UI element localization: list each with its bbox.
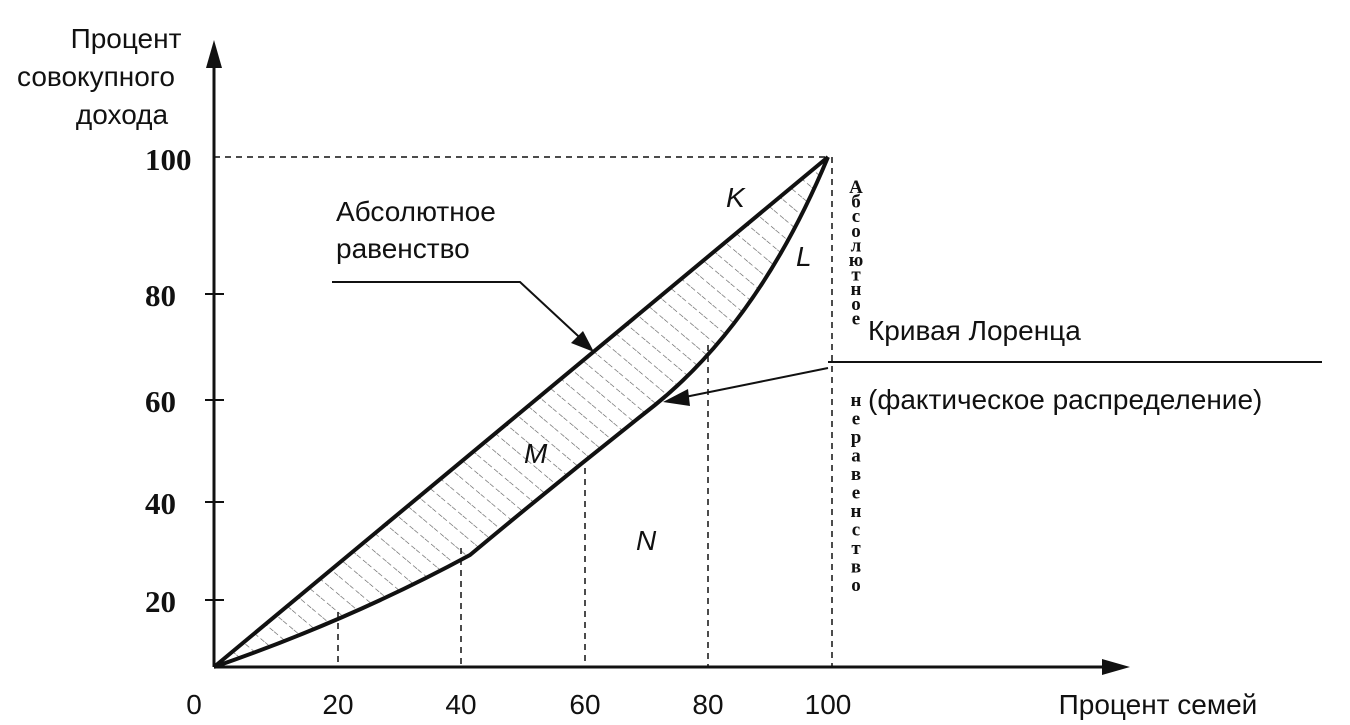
vertical-label-inequality-letter: н [851, 390, 862, 411]
vertical-label-absolute-letter: о [851, 294, 861, 315]
vertical-label-absolute-letter: А [849, 177, 863, 198]
vertical-label-absolute: Абсолютное [849, 177, 864, 329]
equality-label-line-2: равенство [336, 233, 470, 264]
x-axis-title: Процент семей [1059, 689, 1258, 720]
dashed-guides [214, 156, 833, 667]
vertical-label-inequality-letter: е [852, 483, 860, 504]
lorenz-pointer [684, 367, 829, 398]
vertical-label-inequality-letter: р [851, 427, 862, 448]
vertical-label-inequality-letter: т [851, 538, 861, 559]
x-axis-arrow [1102, 659, 1130, 675]
x-tick-label-100: 100 [805, 689, 852, 720]
point-label-l: L [796, 241, 812, 272]
lorenz-label-line-2: (фактическое распределение) [868, 384, 1262, 415]
lorenz-curve [213, 156, 830, 669]
vertical-label-absolute-letter: б [851, 192, 861, 213]
equality-pointer-arrow [571, 331, 594, 352]
equality-label-line-1: Абсолютное [336, 196, 496, 227]
equality-line [212, 155, 830, 669]
vertical-label-inequality-letter: е [852, 409, 860, 430]
y-tick-label-100: 100 [145, 142, 192, 177]
x-tick-label-20: 20 [322, 689, 353, 720]
vertical-label-absolute-letter: т [851, 265, 861, 286]
vertical-label-absolute-letter: л [851, 235, 862, 256]
lorenz-pointer-arrow [663, 389, 690, 406]
vertical-label-absolute-letter: е [852, 308, 860, 329]
vertical-label-absolute-letter: с [852, 206, 860, 227]
equality-pointer [332, 281, 591, 348]
y-tick-marks [205, 293, 224, 601]
point-label-m: M [524, 438, 548, 469]
y-tick-label-40: 40 [145, 486, 176, 521]
x-tick-label-80: 80 [692, 689, 723, 720]
point-label-k: K [726, 182, 746, 213]
point-label-n: N [636, 525, 657, 556]
y-axis-title-line-2: совокупного [17, 61, 175, 92]
y-tick-label-80: 80 [145, 278, 176, 313]
y-axis-title-line-3: дохода [76, 99, 169, 130]
vertical-label-inequality-letter: с [852, 520, 860, 541]
vertical-label-absolute-letter: н [851, 279, 862, 300]
vertical-label-absolute-letter: о [851, 221, 861, 242]
vertical-label-inequality-letter: в [851, 557, 861, 578]
y-tick-label-60: 60 [145, 384, 176, 419]
y-axis-title-line-1: Процент [71, 23, 182, 54]
lorenz-label-line-1: Кривая Лоренца [868, 315, 1081, 346]
x-tick-label-40: 40 [445, 689, 476, 720]
y-tick-label-20: 20 [145, 584, 176, 619]
vertical-label-absolute-letter: ю [849, 250, 864, 271]
x-tick-label-60: 60 [569, 689, 600, 720]
vertical-label-inequality-letter: а [851, 446, 861, 467]
vertical-label-inequality-letter: о [851, 575, 861, 596]
origin-label: 0 [186, 689, 202, 720]
vertical-label-inequality-letter: в [851, 464, 861, 485]
vertical-label-inequality-letter: н [851, 501, 862, 522]
y-axis-arrow [206, 40, 222, 68]
